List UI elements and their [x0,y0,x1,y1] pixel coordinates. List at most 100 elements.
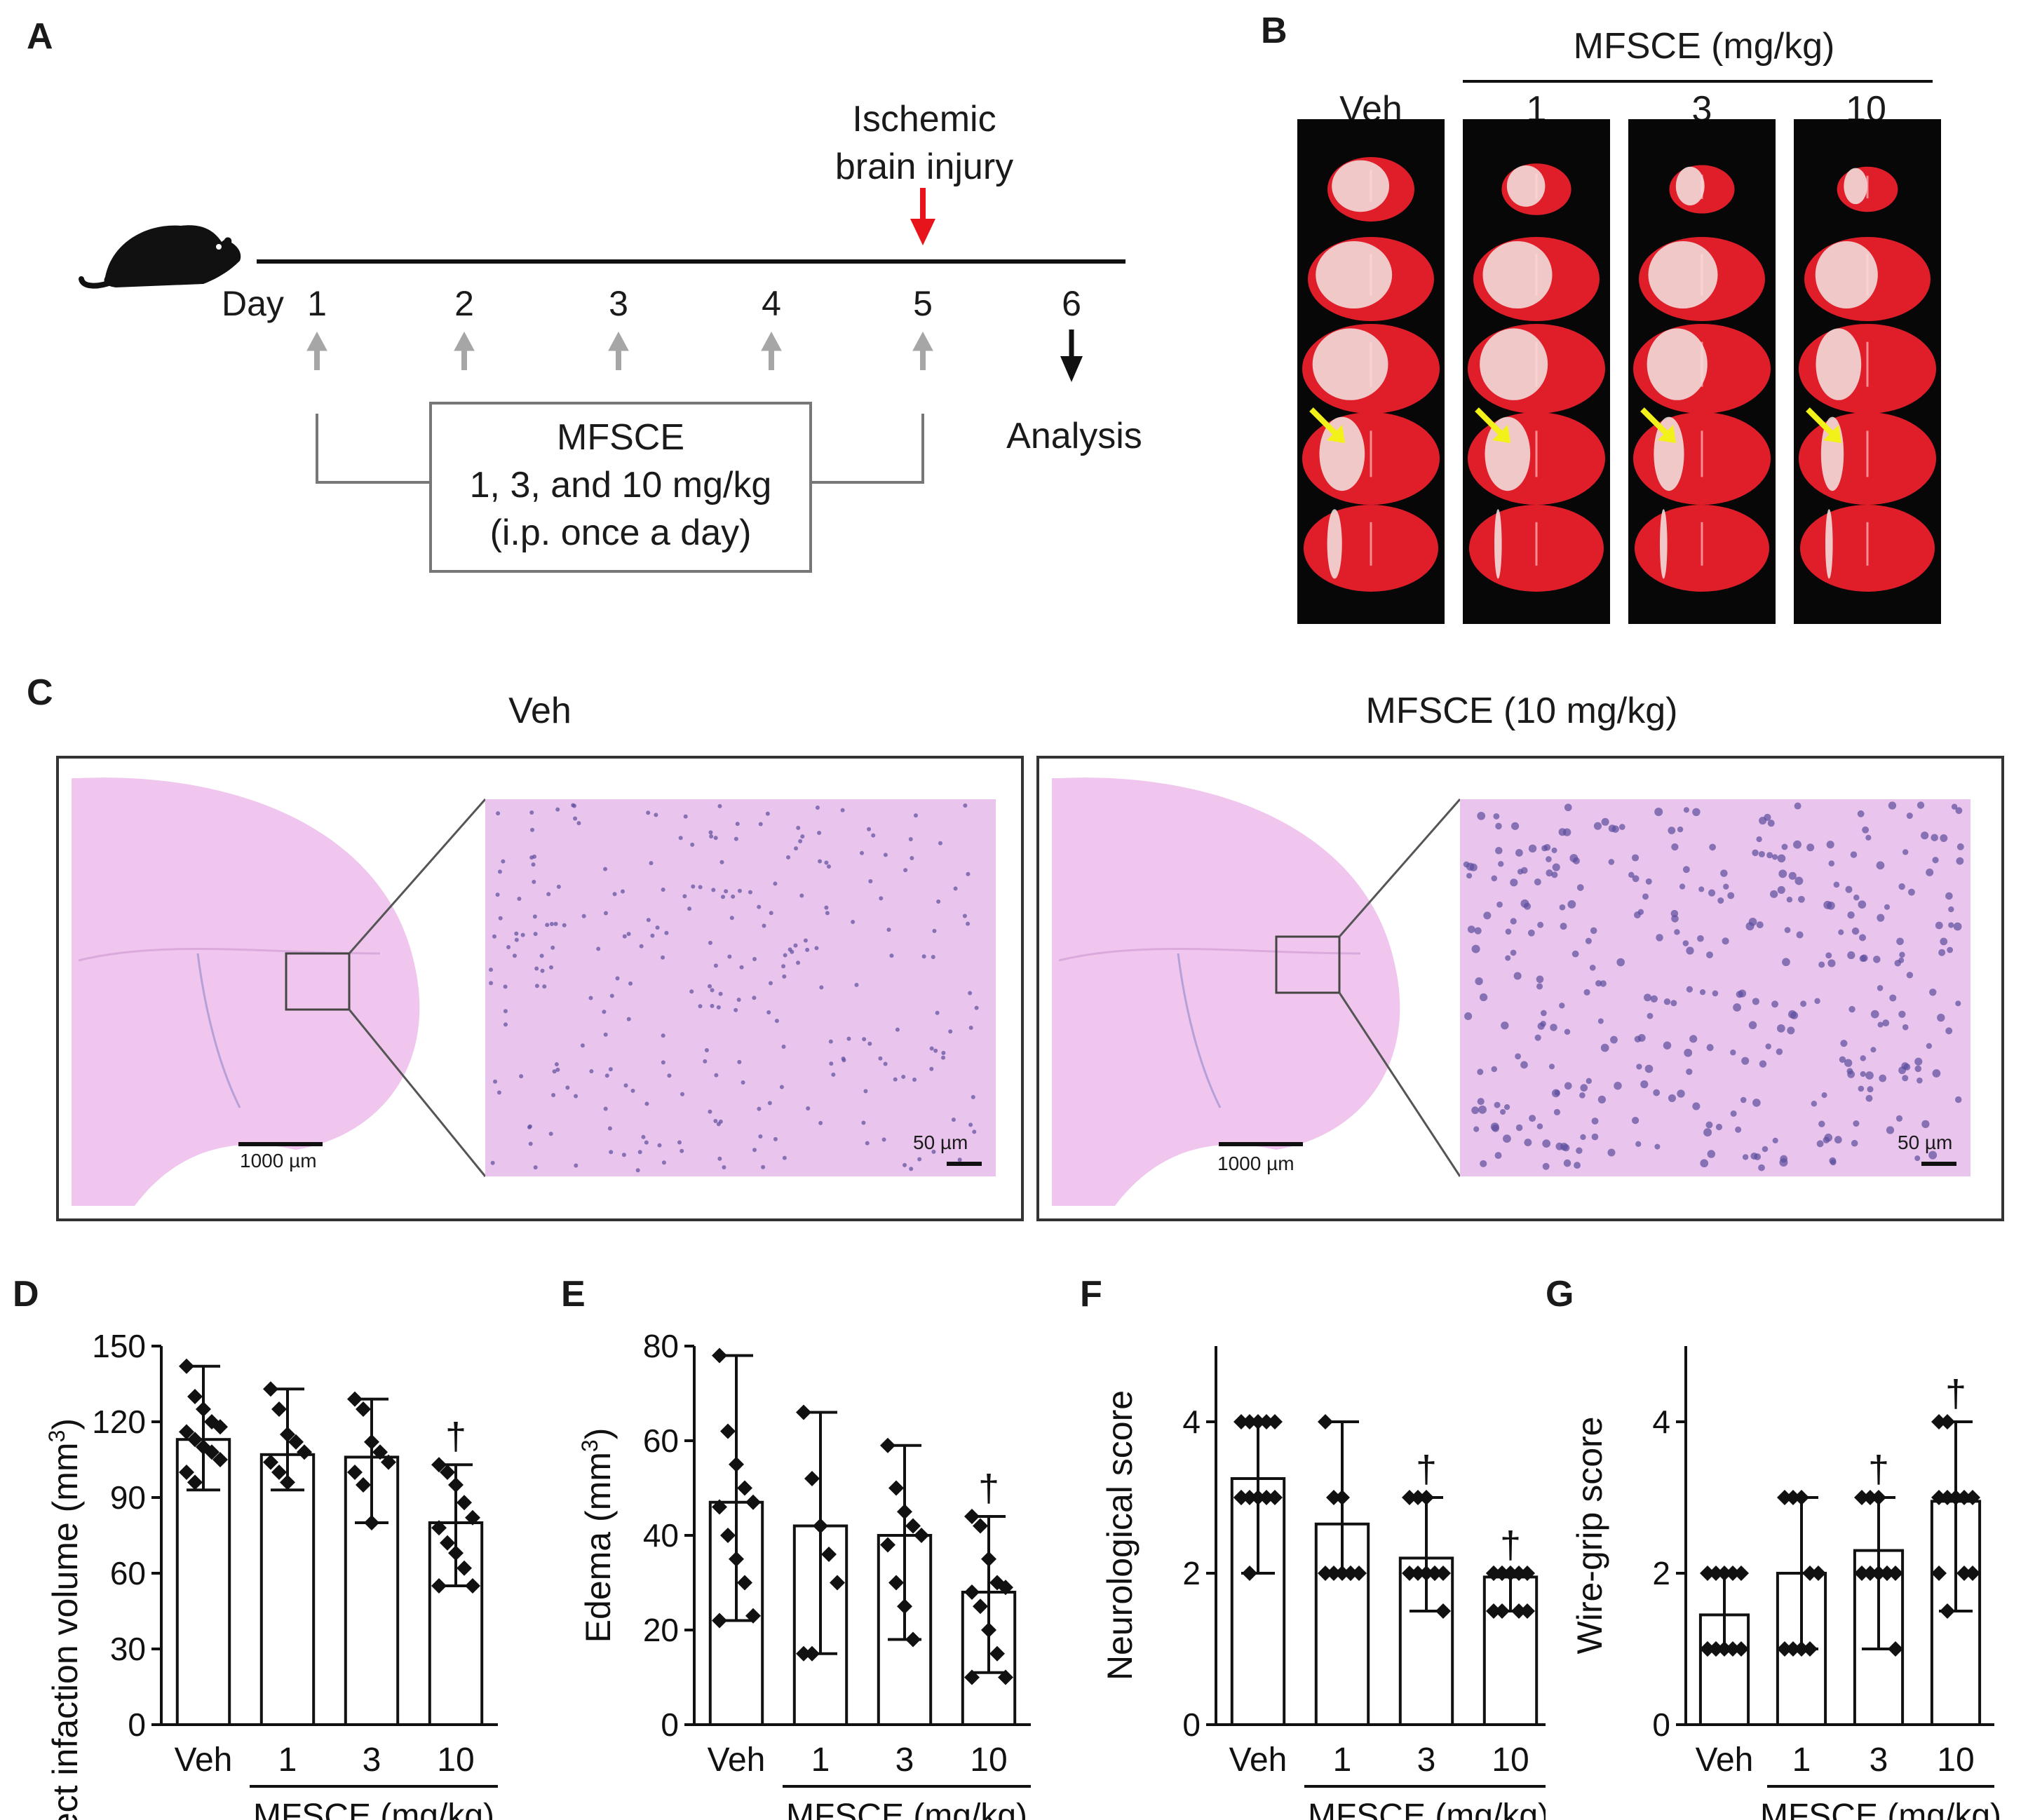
data-point [457,1560,472,1576]
x-tick-label: 3 [895,1741,914,1779]
data-point [1777,1490,1792,1505]
data-point [964,1509,980,1524]
data-point [1486,1603,1501,1619]
injury-arrow-icon [910,188,935,245]
ttc-slice [1669,165,1735,214]
data-point [1777,1641,1792,1657]
data-point [431,1457,447,1473]
data-point [888,1575,904,1591]
data-point [1410,1566,1426,1581]
data-point [712,1499,727,1515]
day-2: 2 [454,284,474,323]
data-point [372,1444,388,1460]
data-point [830,1575,845,1591]
data-point [1931,1490,1947,1505]
data-point [804,1645,820,1662]
data-point [1318,1414,1333,1429]
day-6: 6 [1062,284,1081,323]
ttc-slice [1327,157,1414,222]
data-point [179,1424,194,1440]
ttc-slice [1837,166,1898,212]
data-point [1794,1490,1809,1505]
y-tick-label: 0 [1652,1706,1670,1743]
data-point [1435,1603,1451,1619]
data-point [356,1477,371,1493]
data-point [796,1404,811,1420]
ttc-slice [1800,505,1935,592]
brain-section [72,777,420,1206]
significance-mark: † [978,1467,999,1509]
data-point [1708,1566,1724,1581]
data-point [212,1452,228,1467]
scale-label-1000-veh: 1000 µm [240,1150,317,1172]
bar-chart-d: 0 30 60 90 120 150 Direct infaction volume (mm… [44,1328,498,1820]
data-point [720,1423,736,1439]
data-point [1871,1490,1886,1505]
data-point [729,1456,744,1472]
injury-label-line1: Ischemic [852,99,996,140]
data-point [263,1454,278,1470]
dose-arrow-icon [761,331,782,370]
data-point [271,1465,287,1480]
data-point [1956,1490,1972,1505]
y-tick-label: 0 [128,1706,146,1743]
ttc-slice [1799,412,1936,505]
data-point [263,1381,278,1397]
bar-chart-f: 0 2 4 Neurological score Veh 1 3 † 10 † MFSCE (mg/… [1100,1346,1546,1820]
ttc-slice [1468,412,1605,505]
data-point [347,1391,363,1407]
ttc-slice [1639,237,1765,321]
data-point [1242,1490,1257,1505]
data-point [1326,1490,1341,1505]
ttc-slice [1304,505,1438,592]
data-point [737,1575,752,1591]
panel-letter-c: C [27,672,53,713]
data-point [1863,1566,1878,1581]
data-point [821,1547,837,1562]
bar-chart-e: 0 20 40 60 80 Edema (mm3) Veh 1 3 10 † MFSCE (mg/kg… [577,1328,1031,1820]
data-point [1888,1641,1903,1657]
scale-label-50-veh: 50 µm [913,1132,968,1153]
data-point [905,1631,921,1648]
y-tick-label: 40 [643,1517,679,1554]
x-tick-label: 3 [1870,1741,1888,1779]
treatment-label-line3: (i.p. once a day) [489,512,752,553]
histology-veh-figure [56,756,1024,1221]
data-point [880,1437,895,1453]
data-point [1494,1603,1510,1619]
data-point [1419,1490,1434,1505]
x-tick-label: 10 [1492,1741,1529,1779]
histology-image [56,756,2004,1221]
data-point [1888,1566,1903,1581]
data-point [271,1401,287,1417]
data-point [1410,1490,1426,1505]
x-tick-label: 1 [811,1741,830,1779]
data-point [1343,1566,1358,1581]
treatment-label-line2: 1, 3, and 10 mg/kg [469,465,772,505]
ttc-slice [1302,412,1440,505]
data-point [897,1504,912,1520]
data-point [1717,1641,1732,1657]
dose-arrow-icon [608,331,629,370]
day-5: 5 [913,284,933,323]
data-point [280,1427,295,1442]
scale-label-50-treated: 50 µm [1898,1132,1953,1153]
dose-arrow-icon [454,331,475,370]
data-point [179,1465,194,1480]
y-tick-label: 30 [110,1631,146,1667]
bar [428,1521,484,1726]
data-point [720,1528,736,1543]
panel-letter-e: E [561,1274,586,1315]
data-point [364,1515,379,1530]
data-point [1785,1490,1801,1505]
data-point [1948,1490,1963,1505]
y-tick-label: 2 [1182,1555,1201,1591]
data-point [187,1432,203,1448]
data-point [989,1645,1005,1662]
y-axis-label: Direct infaction volume (mm3) [44,1418,85,1820]
x-tick-label: Veh [1696,1741,1754,1779]
data-point [1250,1414,1266,1429]
data-point [1708,1641,1724,1657]
x-tick-label: Veh [708,1741,766,1779]
timeline-graphic [79,188,1125,573]
